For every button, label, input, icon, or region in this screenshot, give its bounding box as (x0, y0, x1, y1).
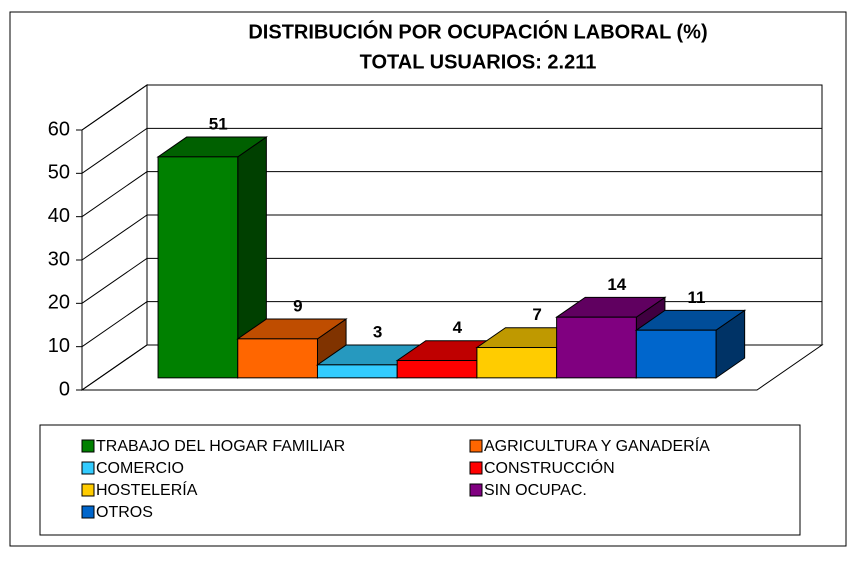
data-label: 3 (373, 323, 382, 342)
grid-line (81, 257, 822, 304)
y-tick-label: 60 (48, 118, 70, 140)
bar (635, 329, 717, 379)
y-tick-label: 50 (48, 162, 70, 184)
legend-box (39, 424, 801, 536)
bar (237, 338, 318, 379)
legend-label: SIN OCUPAC. (484, 482, 587, 499)
bar (556, 316, 637, 379)
data-label: 51 (209, 115, 228, 134)
legend-label: AGRICULTURA Y GANADERÍA (484, 436, 710, 455)
grid-line (81, 127, 822, 174)
data-label: 11 (688, 288, 706, 307)
bar (316, 364, 398, 379)
legend-swatch (81, 505, 95, 519)
legend-swatch (81, 461, 95, 475)
bar (157, 156, 239, 379)
legend-label: COMERCIO (96, 460, 184, 477)
bar (396, 360, 478, 379)
legend-label: HOSTELERÍA (96, 480, 198, 499)
y-tick-label: 30 (48, 248, 70, 270)
chart-title: DISTRIBUCIÓN POR OCUPACIÓN LABORAL (%) (248, 19, 707, 43)
legend-swatch (81, 439, 95, 453)
y-tick-label: 20 (48, 292, 70, 314)
data-label: 4 (453, 318, 463, 337)
y-tick-label: 0 (59, 378, 70, 400)
legend-swatch (81, 483, 95, 497)
bar (476, 347, 558, 379)
data-label: 9 (293, 297, 302, 316)
legend-label: TRABAJO DEL HOGAR FAMILIAR (96, 438, 345, 455)
grid-line (81, 171, 822, 218)
y-tick-label: 40 (48, 205, 70, 227)
chart-subtitle: TOTAL USUARIOS: 2.211 (360, 51, 597, 73)
data-label: 14 (607, 275, 626, 294)
legend-swatch (469, 461, 483, 475)
legend-swatch (469, 439, 483, 453)
grid-line (81, 214, 822, 261)
grid-line (81, 84, 822, 131)
y-tick-label: 10 (48, 335, 70, 357)
legend-swatch (469, 483, 483, 497)
legend-label: OTROS (96, 504, 153, 521)
legend-label: CONSTRUCCIÓN (484, 458, 615, 477)
data-label: 7 (532, 305, 541, 324)
